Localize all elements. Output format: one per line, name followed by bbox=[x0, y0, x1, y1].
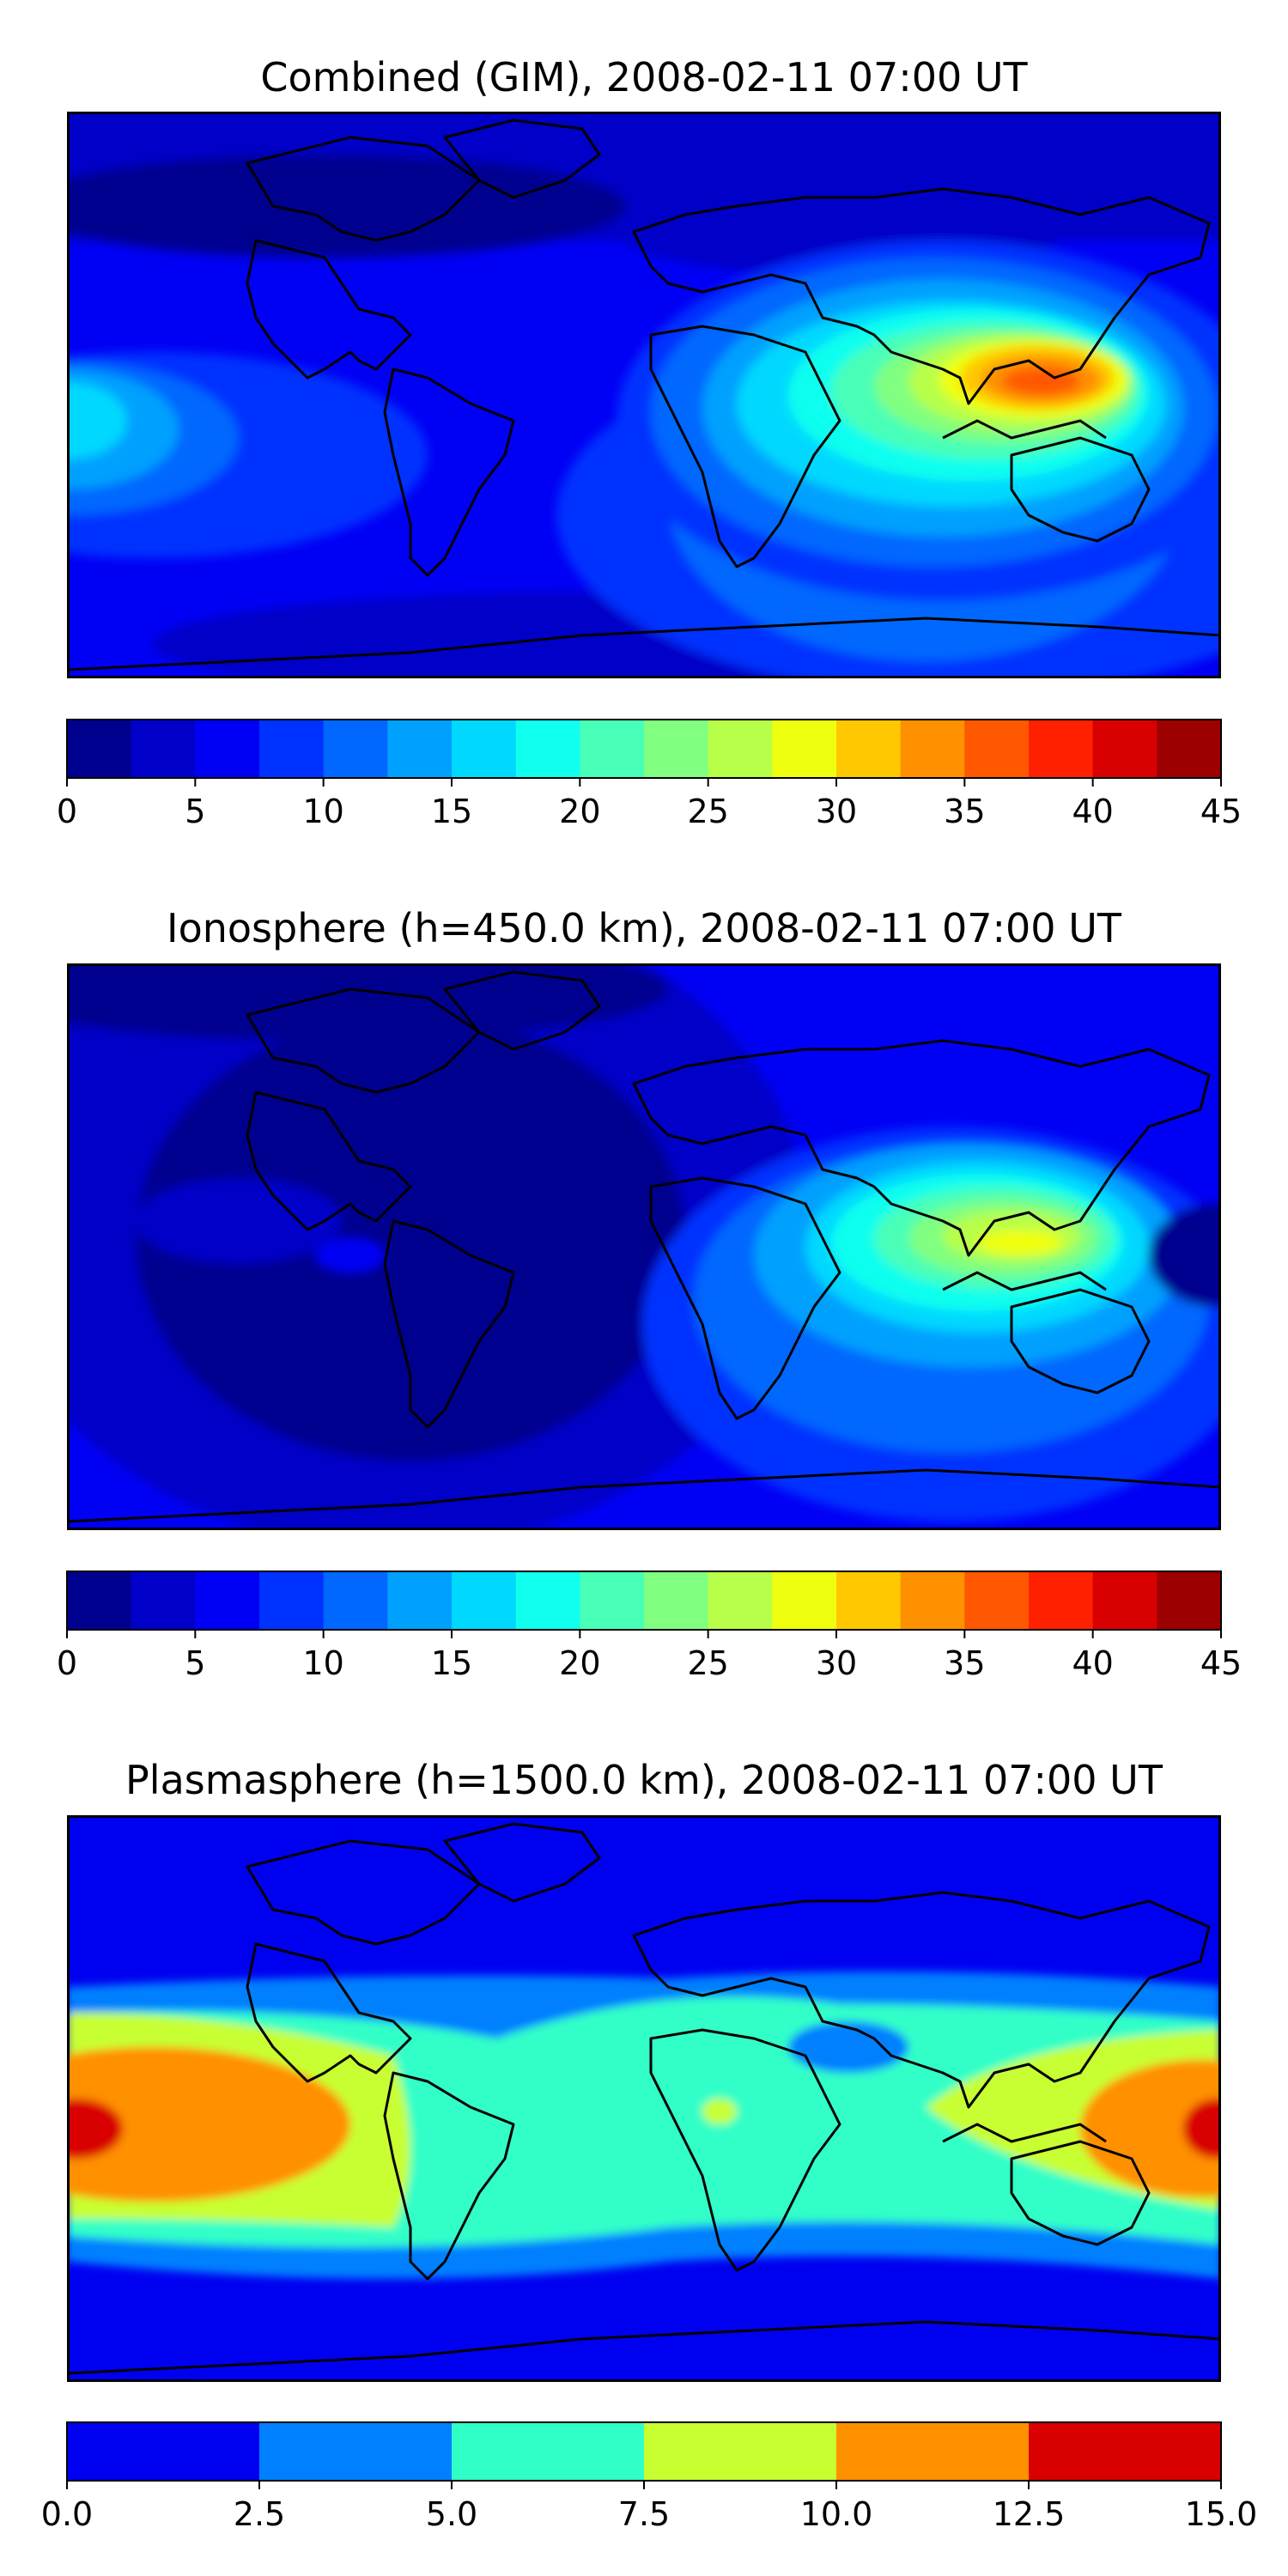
colorbar-swatches bbox=[67, 720, 1222, 778]
colorbar-tick-label: 30 bbox=[816, 793, 857, 830]
panel-title-plasmasphere: Plasmasphere (h=1500.0 km), 2008-02-11 0… bbox=[125, 1757, 1163, 1803]
colorbar-swatch bbox=[67, 1571, 132, 1630]
colorbar-swatch bbox=[259, 720, 325, 778]
colorbar-swatch bbox=[836, 1571, 902, 1630]
colorbar-swatch bbox=[452, 1571, 517, 1630]
colorbar-ticks: 0 5 10 15 20 25 30 35 40 45 bbox=[57, 1630, 1242, 1682]
colorbar-tick-label: 2.5 bbox=[234, 2495, 285, 2533]
colorbar-swatches bbox=[67, 1571, 1222, 1630]
coastlines bbox=[67, 1822, 1221, 2375]
colorbar-swatch bbox=[259, 2422, 453, 2481]
panel-title-ionosphere: Ionosphere (h=450.0 km), 2008-02-11 07:0… bbox=[167, 905, 1121, 951]
coastlines bbox=[67, 970, 1221, 1523]
colorbar-swatch bbox=[195, 1571, 260, 1630]
colorbar-tick-label: 35 bbox=[944, 1644, 985, 1682]
colorbar-frame bbox=[66, 719, 1222, 779]
colorbar-swatch bbox=[131, 720, 196, 778]
colorbar-swatch bbox=[515, 1571, 580, 1630]
colorbar-tick-label: 25 bbox=[687, 1644, 728, 1682]
colorbar-tick-label: 35 bbox=[944, 793, 985, 830]
colorbar-tick-label: 30 bbox=[816, 1644, 857, 1682]
colorbar-plasmasphere: 0.0 2.5 5.0 7.5 10.0 12.5 15.0 bbox=[41, 2421, 1257, 2533]
colorbar-swatch bbox=[772, 720, 837, 778]
colorbar-tick-label: 45 bbox=[1200, 793, 1242, 830]
colorbar-swatch bbox=[644, 2422, 837, 2481]
colorbar-swatch bbox=[708, 720, 773, 778]
colorbar-swatch bbox=[452, 720, 517, 778]
colorbar-swatch bbox=[772, 1571, 837, 1630]
map-frame bbox=[67, 963, 1221, 1530]
colorbar-swatch bbox=[1029, 720, 1094, 778]
colorbar-ionosphere: 0 5 10 15 20 25 30 35 40 45 bbox=[57, 1571, 1242, 1682]
colorbar-swatch bbox=[1092, 1571, 1157, 1630]
colorbar-swatch bbox=[323, 720, 388, 778]
colorbar-swatch bbox=[67, 2422, 260, 2481]
colorbar-tick-label: 12.5 bbox=[993, 2495, 1066, 2533]
colorbar-tick-label: 5 bbox=[185, 1644, 205, 1682]
map-ionosphere bbox=[67, 963, 1221, 1530]
colorbar-tick-label: 15 bbox=[431, 1644, 472, 1682]
colorbar-swatch bbox=[195, 720, 260, 778]
tec-contours bbox=[67, 112, 1221, 678]
colorbar-swatch bbox=[131, 1571, 196, 1630]
colorbar-swatch bbox=[1029, 2422, 1222, 2481]
colorbar-tick-label: 40 bbox=[1072, 793, 1113, 830]
colorbar-swatch bbox=[900, 720, 965, 778]
colorbar-swatch bbox=[964, 720, 1030, 778]
colorbar-tick-label: 45 bbox=[1200, 1644, 1242, 1682]
colorbar-swatch bbox=[323, 1571, 388, 1630]
colorbar-swatch bbox=[580, 1571, 645, 1630]
colorbar-swatch bbox=[708, 1571, 773, 1630]
colorbar-swatch bbox=[1157, 720, 1222, 778]
colorbar-tick-label: 10.0 bbox=[800, 2495, 873, 2533]
colorbar-tick-label: 10 bbox=[302, 793, 343, 830]
colorbar-swatch bbox=[900, 1571, 965, 1630]
colorbar-swatch bbox=[515, 720, 580, 778]
colorbar-tick-label: 15.0 bbox=[1185, 2495, 1258, 2533]
colorbar-tick-label: 15 bbox=[431, 793, 472, 830]
colorbar-swatch bbox=[1029, 1571, 1094, 1630]
colorbar-tick-label: 20 bbox=[559, 1644, 600, 1682]
colorbar-tick-label: 10 bbox=[302, 1644, 343, 1682]
colorbar-combined: 0 5 10 15 20 25 30 35 40 45 bbox=[57, 719, 1242, 830]
colorbar-swatch bbox=[452, 2422, 645, 2481]
colorbar-tick-label: 25 bbox=[687, 793, 728, 830]
colorbar-swatch bbox=[644, 720, 709, 778]
map-frame bbox=[67, 1815, 1221, 2382]
colorbar-tick-label: 0 bbox=[57, 793, 77, 830]
colorbar-tick-label: 0.0 bbox=[41, 2495, 93, 2533]
coastlines bbox=[67, 118, 1221, 671]
colorbar-swatch bbox=[387, 720, 453, 778]
colorbar-ticks: 0.0 2.5 5.0 7.5 10.0 12.5 15.0 bbox=[41, 2481, 1258, 2533]
colorbar-swatch bbox=[964, 1571, 1030, 1630]
colorbar-frame bbox=[66, 1571, 1222, 1631]
colorbar-tick-label: 5.0 bbox=[426, 2495, 477, 2533]
colorbar-swatch bbox=[387, 1571, 453, 1630]
colorbar-tick-label: 40 bbox=[1072, 1644, 1113, 1682]
colorbar-swatch bbox=[1157, 1571, 1222, 1630]
colorbar-swatch bbox=[836, 2422, 1030, 2481]
panel-title-combined: Combined (GIM), 2008-02-11 07:00 UT bbox=[260, 54, 1028, 100]
map-combined bbox=[67, 112, 1221, 678]
colorbar-swatch bbox=[67, 720, 132, 778]
colorbar-swatch bbox=[259, 1571, 325, 1630]
colorbar-swatch bbox=[1092, 720, 1157, 778]
tec-contours bbox=[67, 963, 1221, 1530]
tec-contours bbox=[67, 1815, 1221, 2382]
colorbar-swatch bbox=[644, 1571, 709, 1630]
colorbar-swatch bbox=[836, 720, 902, 778]
colorbar-tick-label: 7.5 bbox=[618, 2495, 670, 2533]
colorbar-swatch bbox=[580, 720, 645, 778]
colorbar-swatches bbox=[67, 2422, 1222, 2481]
map-frame bbox=[67, 112, 1221, 678]
colorbar-ticks: 0 5 10 15 20 25 30 35 40 45 bbox=[57, 778, 1242, 830]
map-plasmasphere bbox=[67, 1815, 1221, 2382]
colorbar-tick-label: 0 bbox=[57, 1644, 77, 1682]
colorbar-tick-label: 20 bbox=[559, 793, 600, 830]
colorbar-tick-label: 5 bbox=[185, 793, 205, 830]
